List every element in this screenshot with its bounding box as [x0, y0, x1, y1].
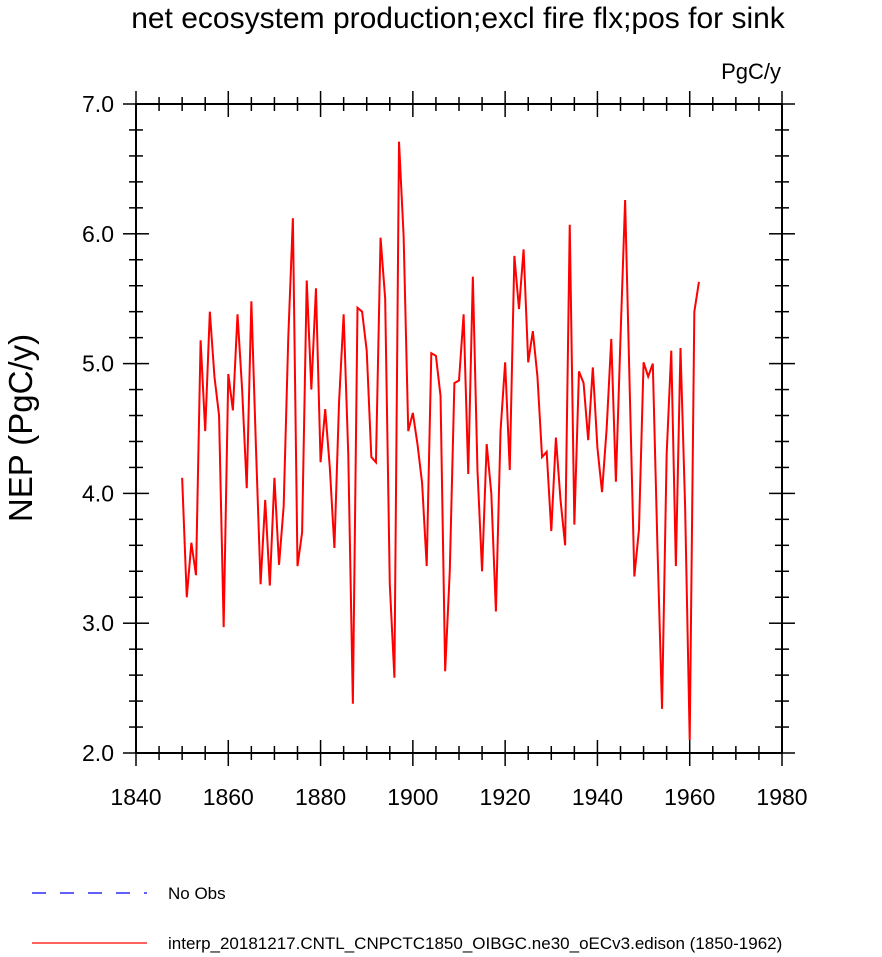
- x-tick-label: 1880: [295, 784, 346, 810]
- series-line-0: [181, 141, 700, 741]
- plot-frame: [135, 103, 783, 754]
- legend: No Obs interp_20181217.CNTL_CNPCTC1850_OI…: [32, 884, 782, 953]
- x-tick-label: 1840: [110, 784, 161, 810]
- x-tick-label: 1920: [480, 784, 531, 810]
- legend-label-0: No Obs: [168, 884, 226, 903]
- x-tick-label: 1980: [756, 784, 807, 810]
- x-tick-label: 1900: [387, 784, 438, 810]
- y-tick-label: 7.0: [82, 91, 114, 117]
- y-tick-label: 3.0: [82, 610, 114, 636]
- units-label: PgC/y: [721, 59, 781, 84]
- x-tick-label: 1860: [203, 784, 254, 810]
- chart-title: net ecosystem production;excl fire flx;p…: [131, 2, 786, 35]
- legend-label-1: interp_20181217.CNTL_CNPCTC1850_OIBGC.ne…: [168, 934, 782, 953]
- x-tick-label: 1960: [664, 784, 715, 810]
- y-tick-label: 5.0: [82, 351, 114, 377]
- plot-area: 1840 1860 1880 1900 1920 1940 1960 1980 2.0 3.0 4.…: [82, 91, 808, 810]
- y-axis-label: NEP (PgC/y): [2, 334, 39, 522]
- y-tick-label: 6.0: [82, 221, 114, 247]
- y-tick-label: 2.0: [82, 740, 114, 766]
- y-tick-label: 4.0: [82, 480, 114, 506]
- x-tick-label: 1940: [572, 784, 623, 810]
